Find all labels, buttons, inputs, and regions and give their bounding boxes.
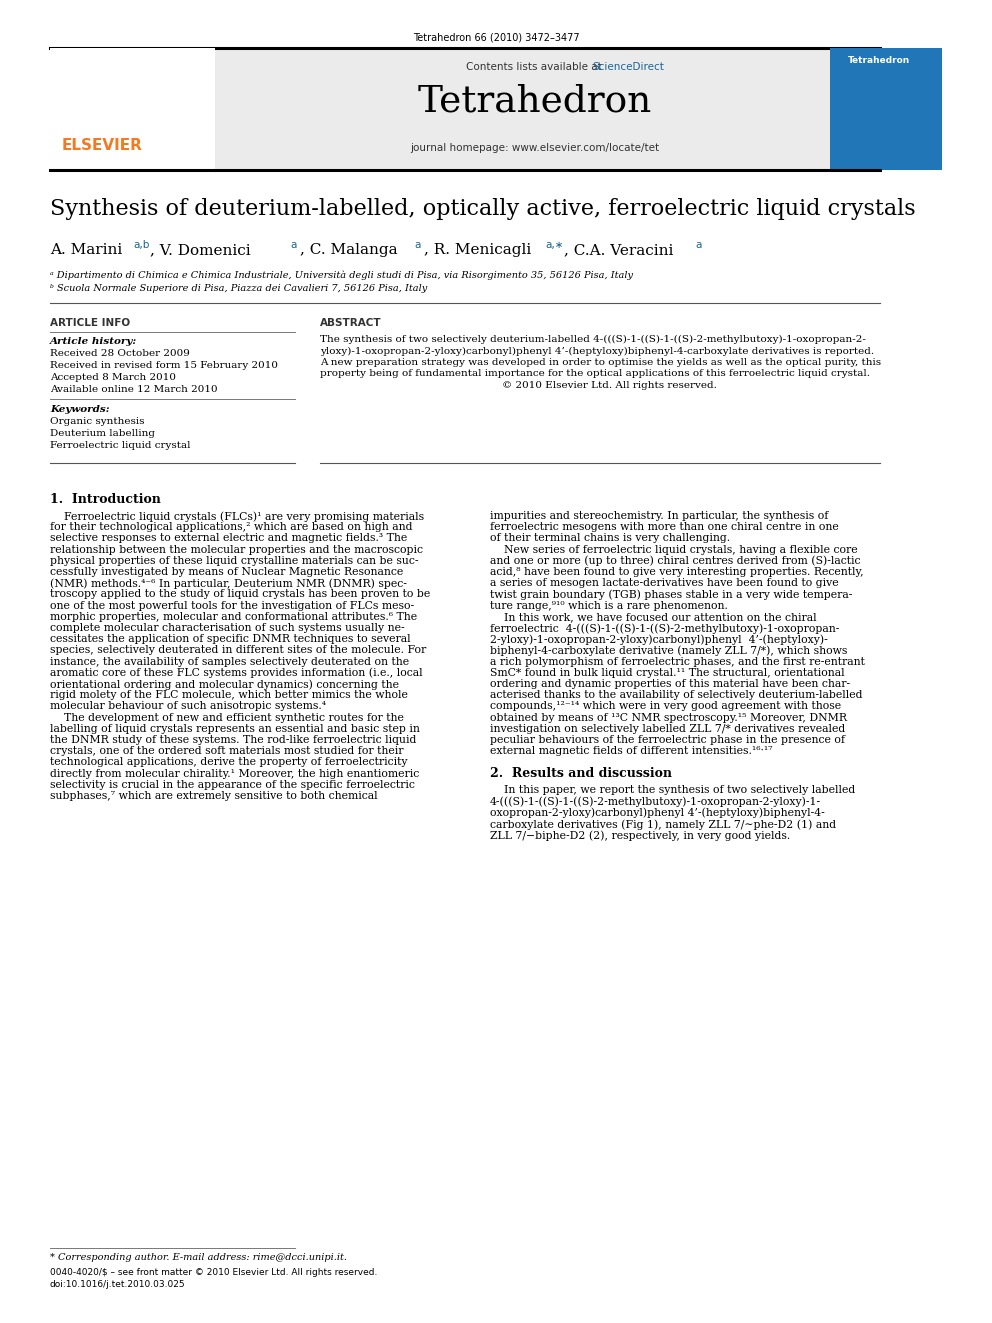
Text: Synthesis of deuterium-labelled, optically active, ferroelectric liquid crystals: Synthesis of deuterium-labelled, optical… xyxy=(50,198,916,220)
Bar xyxy=(50,48,880,169)
Text: oxopropan-2-yloxy)carbonyl)phenyl 4’-(heptyloxy)biphenyl-4-: oxopropan-2-yloxy)carbonyl)phenyl 4’-(he… xyxy=(490,808,824,819)
Text: acterised thanks to the availability of selectively deuterium-labelled: acterised thanks to the availability of … xyxy=(490,691,862,700)
Text: cessitates the application of specific DNMR techniques to several: cessitates the application of specific D… xyxy=(50,634,411,644)
Text: molecular behaviour of such anisotropic systems.⁴: molecular behaviour of such anisotropic … xyxy=(50,701,326,712)
Bar xyxy=(830,48,942,169)
Text: , C. Malanga: , C. Malanga xyxy=(300,243,398,257)
Text: ZLL 7/−biphe-D2 (2), respectively, in very good yields.: ZLL 7/−biphe-D2 (2), respectively, in ve… xyxy=(490,831,791,840)
Text: In this paper, we report the synthesis of two selectively labelled: In this paper, we report the synthesis o… xyxy=(490,786,855,795)
Text: selectivity is crucial in the appearance of the specific ferroelectric: selectivity is crucial in the appearance… xyxy=(50,779,415,790)
Text: property being of fundamental importance for the optical applications of this fe: property being of fundamental importance… xyxy=(320,369,870,378)
Text: Accepted 8 March 2010: Accepted 8 March 2010 xyxy=(50,373,176,382)
Text: acid,⁸ have been found to give very interesting properties. Recently,: acid,⁸ have been found to give very inte… xyxy=(490,568,864,577)
Text: The development of new and efficient synthetic routes for the: The development of new and efficient syn… xyxy=(50,713,404,722)
Text: a,∗: a,∗ xyxy=(545,239,563,250)
Text: ture range,⁹¹⁰ which is a rare phenomenon.: ture range,⁹¹⁰ which is a rare phenomeno… xyxy=(490,601,728,611)
Text: (NMR) methods.⁴⁻⁶ In particular, Deuterium NMR (DNMR) spec-: (NMR) methods.⁴⁻⁶ In particular, Deuteri… xyxy=(50,578,407,589)
Text: Contents lists available at: Contents lists available at xyxy=(465,62,604,71)
Text: , C.A. Veracini: , C.A. Veracini xyxy=(564,243,674,257)
Text: biphenyl-4-carboxylate derivative (namely ZLL 7/*), which shows: biphenyl-4-carboxylate derivative (namel… xyxy=(490,646,847,656)
Text: © 2010 Elsevier Ltd. All rights reserved.: © 2010 Elsevier Ltd. All rights reserved… xyxy=(320,381,717,390)
Text: Received 28 October 2009: Received 28 October 2009 xyxy=(50,349,189,359)
Text: orientational ordering and molecular dynamics) concerning the: orientational ordering and molecular dyn… xyxy=(50,679,399,689)
Text: ᵇ Scuola Normale Superiore di Pisa, Piazza dei Cavalieri 7, 56126 Pisa, Italy: ᵇ Scuola Normale Superiore di Pisa, Piaz… xyxy=(50,284,428,292)
Text: ordering and dynamic properties of this material have been char-: ordering and dynamic properties of this … xyxy=(490,679,850,689)
Text: a: a xyxy=(290,239,297,250)
Text: Article history:: Article history: xyxy=(50,337,137,347)
Text: ScienceDirect: ScienceDirect xyxy=(592,62,664,71)
Text: species, selectively deuterated in different sites of the molecule. For: species, selectively deuterated in diffe… xyxy=(50,646,427,655)
Text: labelling of liquid crystals represents an essential and basic step in: labelling of liquid crystals represents … xyxy=(50,724,420,734)
Text: complete molecular characterisation of such systems usually ne-: complete molecular characterisation of s… xyxy=(50,623,405,632)
Text: ferroelectric mesogens with more than one chiral centre in one: ferroelectric mesogens with more than on… xyxy=(490,523,839,532)
Text: Ferroelectric liquid crystal: Ferroelectric liquid crystal xyxy=(50,441,190,450)
Text: a: a xyxy=(695,239,701,250)
Text: physical properties of these liquid crystalline materials can be suc-: physical properties of these liquid crys… xyxy=(50,556,419,566)
Text: obtained by means of ¹³C NMR spectroscopy.¹⁵ Moreover, DNMR: obtained by means of ¹³C NMR spectroscop… xyxy=(490,713,847,722)
Text: peculiar behaviours of the ferroelectric phase in the presence of: peculiar behaviours of the ferroelectric… xyxy=(490,736,845,745)
Text: 1.  Introduction: 1. Introduction xyxy=(50,493,161,505)
Text: rigid molety of the FLC molecule, which better mimics the whole: rigid molety of the FLC molecule, which … xyxy=(50,691,408,700)
Text: doi:10.1016/j.tet.2010.03.025: doi:10.1016/j.tet.2010.03.025 xyxy=(50,1279,186,1289)
Text: relationship between the molecular properties and the macroscopic: relationship between the molecular prope… xyxy=(50,545,423,554)
Text: The synthesis of two selectively deuterium-labelled 4-(((S)-1-((S)-1-((S)-2-meth: The synthesis of two selectively deuteri… xyxy=(320,335,866,344)
Text: , V. Domenici: , V. Domenici xyxy=(150,243,251,257)
Text: impurities and stereochemistry. In particular, the synthesis of: impurities and stereochemistry. In parti… xyxy=(490,511,828,521)
Text: external magnetic fields of different intensities.¹⁶·¹⁷: external magnetic fields of different in… xyxy=(490,746,773,757)
Text: Available online 12 March 2010: Available online 12 March 2010 xyxy=(50,385,217,394)
Text: of their terminal chains is very challenging.: of their terminal chains is very challen… xyxy=(490,533,730,544)
Text: Keywords:: Keywords: xyxy=(50,405,110,414)
Text: ferroelectric  4-(((S)-1-((S)-1-((S)-2-methylbutoxy)-1-oxopropan-: ferroelectric 4-(((S)-1-((S)-1-((S)-2-me… xyxy=(490,623,839,634)
Text: ELSEVIER: ELSEVIER xyxy=(62,138,143,153)
Text: Tetrahedron: Tetrahedron xyxy=(418,83,652,119)
Text: , R. Menicagli: , R. Menicagli xyxy=(424,243,532,257)
Text: a,b: a,b xyxy=(133,239,150,250)
Text: In this work, we have focused our attention on the chiral: In this work, we have focused our attent… xyxy=(490,611,816,622)
Text: ᵃ Dipartimento di Chimica e Chimica Industriale, Università degli studi di Pisa,: ᵃ Dipartimento di Chimica e Chimica Indu… xyxy=(50,271,633,280)
Text: the DNMR study of these systems. The rod-like ferroelectric liquid: the DNMR study of these systems. The rod… xyxy=(50,736,417,745)
Text: A. Marini: A. Marini xyxy=(50,243,122,257)
Text: Tetrahedron: Tetrahedron xyxy=(848,56,911,65)
Text: cessfully investigated by means of Nuclear Magnetic Resonance: cessfully investigated by means of Nucle… xyxy=(50,568,404,577)
Text: A new preparation strategy was developed in order to optimise the yields as well: A new preparation strategy was developed… xyxy=(320,359,881,366)
Text: * Corresponding author. E-mail address: rime@dcci.unipi.it.: * Corresponding author. E-mail address: … xyxy=(50,1253,347,1262)
Text: directly from molecular chirality.¹ Moreover, the high enantiomeric: directly from molecular chirality.¹ More… xyxy=(50,769,420,779)
Text: troscopy applied to the study of liquid crystals has been proven to be: troscopy applied to the study of liquid … xyxy=(50,590,431,599)
Text: a rich polymorphism of ferroelectric phases, and the first re-entrant: a rich polymorphism of ferroelectric pha… xyxy=(490,656,865,667)
Text: technological applications, derive the property of ferroelectricity: technological applications, derive the p… xyxy=(50,757,408,767)
Text: selective responses to external electric and magnetic fields.³ The: selective responses to external electric… xyxy=(50,533,408,544)
Text: twist grain boundary (TGB) phases stable in a very wide tempera-: twist grain boundary (TGB) phases stable… xyxy=(490,590,852,599)
Text: aromatic core of these FLC systems provides information (i.e., local: aromatic core of these FLC systems provi… xyxy=(50,668,423,679)
Text: for their technological applications,² which are based on high and: for their technological applications,² w… xyxy=(50,523,413,532)
Text: investigation on selectively labelled ZLL 7/* derivatives revealed: investigation on selectively labelled ZL… xyxy=(490,724,845,734)
Text: ARTICLE INFO: ARTICLE INFO xyxy=(50,318,130,328)
Text: a series of mesogen lactate-derivatives have been found to give: a series of mesogen lactate-derivatives … xyxy=(490,578,838,589)
Text: and one or more (up to three) chiral centres derived from (S)-lactic: and one or more (up to three) chiral cen… xyxy=(490,556,860,566)
Text: compounds,¹²⁻¹⁴ which were in very good agreement with those: compounds,¹²⁻¹⁴ which were in very good … xyxy=(490,701,841,712)
Text: 0040-4020/$ – see front matter © 2010 Elsevier Ltd. All rights reserved.: 0040-4020/$ – see front matter © 2010 El… xyxy=(50,1267,377,1277)
Text: Tetrahedron 66 (2010) 3472–3477: Tetrahedron 66 (2010) 3472–3477 xyxy=(413,32,579,42)
Bar xyxy=(50,48,215,169)
Text: 2.  Results and discussion: 2. Results and discussion xyxy=(490,767,672,781)
Text: one of the most powerful tools for the investigation of FLCs meso-: one of the most powerful tools for the i… xyxy=(50,601,414,611)
Text: journal homepage: www.elsevier.com/locate/tet: journal homepage: www.elsevier.com/locat… xyxy=(411,143,660,153)
Text: instance, the availability of samples selectively deuterated on the: instance, the availability of samples se… xyxy=(50,656,409,667)
Text: crystals, one of the ordered soft materials most studied for their: crystals, one of the ordered soft materi… xyxy=(50,746,404,757)
Text: Deuterium labelling: Deuterium labelling xyxy=(50,429,155,438)
Text: carboxylate derivatives (Fig 1), namely ZLL 7/∼phe-D2 (1) and: carboxylate derivatives (Fig 1), namely … xyxy=(490,819,836,830)
Text: 4-(((S)-1-((S)-1-((S)-2-methylbutoxy)-1-oxopropan-2-yloxy)-1-: 4-(((S)-1-((S)-1-((S)-2-methylbutoxy)-1-… xyxy=(490,796,821,807)
Text: subphases,⁷ which are extremely sensitive to both chemical: subphases,⁷ which are extremely sensitiv… xyxy=(50,791,378,800)
Text: Received in revised form 15 February 2010: Received in revised form 15 February 201… xyxy=(50,361,278,370)
Text: Organic synthesis: Organic synthesis xyxy=(50,417,145,426)
Text: yloxy)-1-oxopropan-2-yloxy)carbonyl)phenyl 4’-(heptyloxy)biphenyl-4-carboxylate : yloxy)-1-oxopropan-2-yloxy)carbonyl)phen… xyxy=(320,347,874,356)
Text: Ferroelectric liquid crystals (FLCs)¹ are very promising materials: Ferroelectric liquid crystals (FLCs)¹ ar… xyxy=(50,511,425,521)
Text: a: a xyxy=(414,239,421,250)
Text: ABSTRACT: ABSTRACT xyxy=(320,318,382,328)
Text: New series of ferroelectric liquid crystals, having a flexible core: New series of ferroelectric liquid cryst… xyxy=(490,545,858,554)
Text: morphic properties, molecular and conformational attributes.⁶ The: morphic properties, molecular and confor… xyxy=(50,611,417,622)
Text: SmC* found in bulk liquid crystal.¹¹ The structural, orientational: SmC* found in bulk liquid crystal.¹¹ The… xyxy=(490,668,844,677)
Text: 2-yloxy)-1-oxopropan-2-yloxy)carbonyl)phenyl  4’-(heptyloxy)-: 2-yloxy)-1-oxopropan-2-yloxy)carbonyl)ph… xyxy=(490,634,827,644)
